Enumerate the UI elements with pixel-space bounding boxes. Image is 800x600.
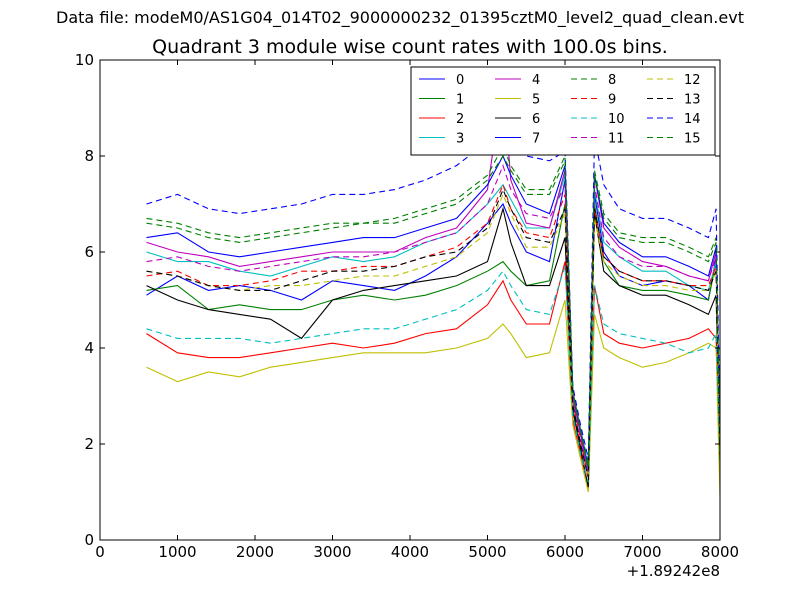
- legend-label-11: 11: [608, 132, 625, 147]
- series-line-0: [146, 179, 720, 469]
- legend-label-3: 3: [456, 132, 464, 147]
- series-line-14: [146, 91, 720, 459]
- legend-label-5: 5: [532, 93, 540, 108]
- series-line-15: [146, 154, 720, 469]
- legend-label-4: 4: [532, 73, 540, 88]
- series-line-9: [146, 183, 720, 478]
- legend-label-6: 6: [532, 112, 540, 127]
- y-tick-label: 8: [84, 147, 94, 165]
- legend-label-0: 0: [456, 73, 464, 88]
- series-line-13: [146, 188, 720, 478]
- x-tick-label: 5000: [468, 543, 506, 561]
- series-line-6: [146, 206, 720, 488]
- data-file-label: Data file: modeM0/AS1G04_014T02_90000002…: [56, 8, 744, 27]
- x-tick-label: 1000: [158, 543, 196, 561]
- series-line-5: [146, 299, 720, 497]
- legend-label-1: 1: [456, 93, 464, 108]
- chart-title: Quadrant 3 module wise count rates with …: [152, 36, 668, 58]
- legend-label-7: 7: [532, 132, 540, 147]
- x-tick-label: 2000: [236, 543, 274, 561]
- legend-frame: [410, 66, 716, 156]
- x-tick-label: 7000: [623, 543, 661, 561]
- series-line-2: [146, 261, 720, 488]
- x-tick-label: 4000: [391, 543, 429, 561]
- axes: 0 1000 2000 3000 4000 5000 6000 7000 80000246810…: [75, 51, 739, 580]
- y-tick-label: 6: [84, 243, 94, 261]
- legend-label-12: 12: [684, 73, 701, 88]
- legend-label-10: 10: [608, 112, 625, 127]
- series-line-7: [146, 154, 720, 469]
- series-line-3: [146, 175, 720, 473]
- x-offset-label: +1.89242e8: [627, 562, 720, 580]
- series-line-1: [146, 203, 720, 478]
- x-tick-label: 0: [95, 543, 105, 561]
- series-line-11: [146, 163, 720, 473]
- y-tick-label: 2: [84, 435, 94, 453]
- plot-area: [146, 79, 720, 497]
- legend-label-9: 9: [608, 93, 616, 108]
- y-tick-label: 10: [75, 51, 94, 69]
- series-line-4: [146, 79, 720, 478]
- legend-label-15: 15: [684, 132, 701, 147]
- y-tick-label: 0: [84, 531, 94, 549]
- legend-label-8: 8: [608, 73, 616, 88]
- series-group: [146, 79, 720, 497]
- legend-label-2: 2: [456, 112, 464, 127]
- legend-label-13: 13: [684, 93, 701, 108]
- series-line-8: [146, 145, 720, 464]
- series-line-12: [146, 192, 720, 478]
- x-tick-label: 6000: [546, 543, 584, 561]
- x-tick-label: 3000: [313, 543, 351, 561]
- legend-label-14: 14: [684, 112, 701, 127]
- x-tick-label: 8000: [701, 543, 739, 561]
- y-tick-label: 4: [84, 339, 94, 357]
- series-line-10: [146, 266, 720, 483]
